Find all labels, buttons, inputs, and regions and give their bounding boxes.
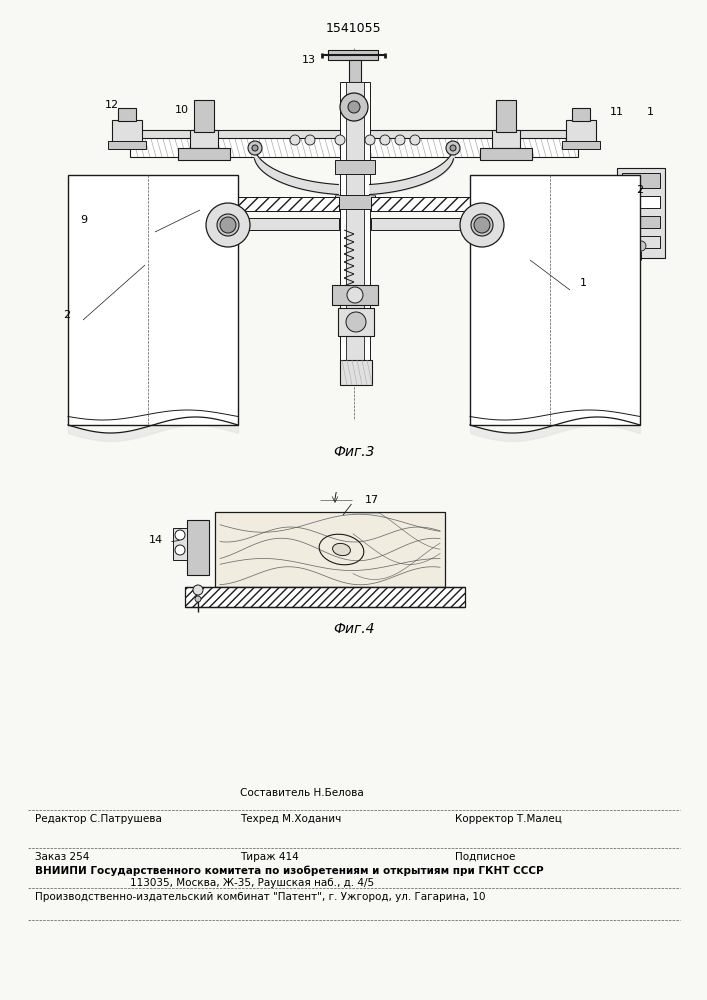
Text: 11: 11 [610, 107, 624, 117]
Bar [108, 141, 146, 149]
Circle shape [636, 241, 646, 251]
Bar [470, 175, 640, 425]
Bar [173, 528, 187, 560]
Circle shape [346, 312, 366, 332]
Bar [340, 360, 372, 385]
Bar [562, 141, 600, 149]
Bar [338, 308, 374, 336]
Bar [371, 197, 506, 211]
Bar [112, 120, 142, 142]
Text: 2: 2 [63, 310, 70, 320]
Circle shape [175, 530, 185, 540]
Bar [130, 130, 578, 138]
Bar [68, 175, 238, 425]
Bar [349, 60, 361, 82]
Bar [572, 108, 590, 121]
Circle shape [410, 135, 420, 145]
Ellipse shape [460, 203, 504, 247]
Bar [204, 197, 339, 211]
Circle shape [348, 101, 360, 113]
Bar [622, 196, 660, 208]
Circle shape [365, 135, 375, 145]
Ellipse shape [332, 543, 351, 556]
Circle shape [340, 93, 368, 121]
Text: 1541055: 1541055 [325, 22, 381, 35]
Bar [340, 82, 370, 362]
Bar [190, 130, 218, 148]
Circle shape [474, 217, 490, 233]
Bar [346, 82, 364, 362]
Ellipse shape [217, 214, 239, 236]
Text: 13: 13 [302, 55, 316, 65]
Circle shape [175, 545, 185, 555]
Text: 1: 1 [647, 107, 654, 117]
Text: ВНИИПИ Государственного комитета по изобретениям и открытиям при ГКНТ СССР: ВНИИПИ Государственного комитета по изоб… [35, 866, 544, 876]
Text: 2: 2 [636, 185, 643, 195]
Circle shape [248, 141, 262, 155]
Bar [215, 512, 445, 587]
Text: 17: 17 [365, 495, 379, 505]
Text: Заказ 254: Заказ 254 [35, 852, 89, 862]
Bar [130, 135, 578, 157]
Bar [566, 120, 596, 142]
Text: 1: 1 [580, 278, 587, 288]
Circle shape [446, 141, 460, 155]
Text: 10: 10 [175, 105, 189, 115]
Text: Редактор С.Патрушева: Редактор С.Патрушева [35, 814, 162, 824]
Text: 14: 14 [149, 535, 163, 545]
Text: Техред М.Ходанич: Техред М.Ходанич [240, 814, 341, 824]
Ellipse shape [206, 203, 250, 247]
Bar [617, 168, 665, 258]
Bar [622, 236, 660, 248]
Text: Производственно-издательский комбинат "Патент", г. Ужгород, ул. Гагарина, 10: Производственно-издательский комбинат "П… [35, 892, 486, 902]
Circle shape [347, 287, 363, 303]
Bar [622, 216, 660, 228]
Text: 9: 9 [80, 215, 87, 225]
Text: Фиг.3: Фиг.3 [333, 445, 375, 459]
Circle shape [193, 585, 203, 595]
Bar [480, 148, 532, 160]
Circle shape [252, 145, 258, 151]
Bar [335, 195, 375, 209]
Ellipse shape [471, 214, 493, 236]
Text: Подписное: Подписное [455, 852, 515, 862]
Circle shape [290, 135, 300, 145]
Text: l: l [334, 492, 337, 502]
Text: Корректор Т.Малец: Корректор Т.Малец [455, 814, 562, 824]
Circle shape [380, 135, 390, 145]
Text: Составитель Н.Белова: Составитель Н.Белова [240, 788, 363, 798]
Bar [118, 108, 136, 121]
Bar [335, 160, 375, 174]
Bar [204, 218, 339, 230]
Bar [178, 148, 230, 160]
Bar [194, 100, 214, 132]
Bar [328, 50, 378, 60]
Bar [492, 130, 520, 148]
Bar [204, 197, 339, 211]
Bar [185, 587, 465, 607]
Circle shape [450, 145, 456, 151]
Bar [187, 520, 209, 575]
Circle shape [305, 135, 315, 145]
Bar [496, 100, 516, 132]
Bar [371, 197, 506, 211]
Circle shape [220, 217, 236, 233]
Text: Фиг.4: Фиг.4 [333, 622, 375, 636]
Bar [371, 218, 506, 230]
Circle shape [395, 135, 405, 145]
Text: Тираж 414: Тираж 414 [240, 852, 299, 862]
Circle shape [195, 596, 201, 602]
Circle shape [335, 135, 345, 145]
Bar [622, 173, 660, 188]
Bar [332, 285, 378, 305]
Text: 113035, Москва, Ж-35, Раушская наб., д. 4/5: 113035, Москва, Ж-35, Раушская наб., д. … [130, 878, 374, 888]
Text: 12: 12 [105, 100, 119, 110]
